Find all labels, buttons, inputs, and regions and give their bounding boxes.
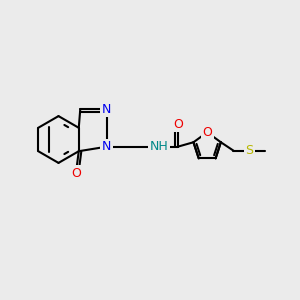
Text: O: O	[71, 167, 81, 180]
Text: O: O	[202, 126, 212, 139]
Text: N: N	[102, 103, 111, 116]
Text: O: O	[173, 118, 183, 131]
Text: NH: NH	[150, 140, 169, 153]
Text: S: S	[245, 144, 253, 157]
Text: N: N	[102, 140, 111, 153]
